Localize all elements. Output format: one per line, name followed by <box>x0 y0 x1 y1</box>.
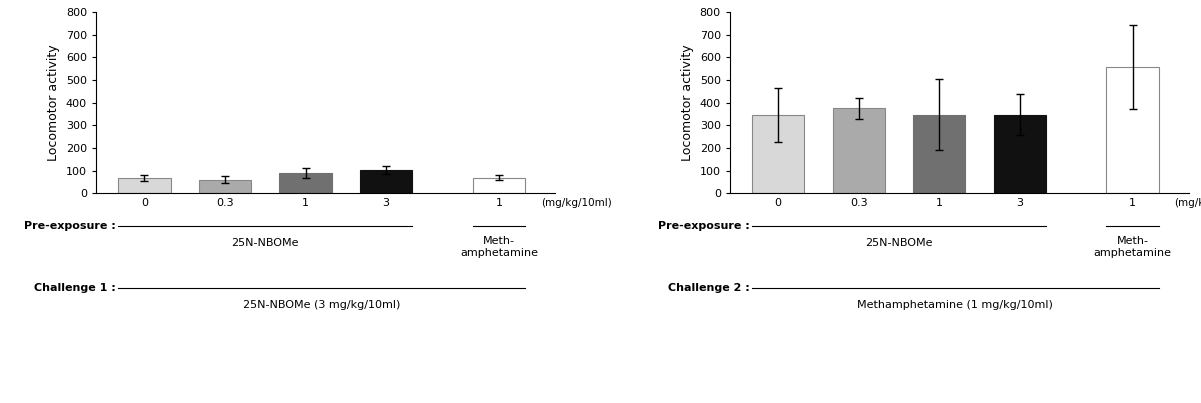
Text: Methamphetamine (1 mg/kg/10ml): Methamphetamine (1 mg/kg/10ml) <box>858 300 1053 310</box>
Text: Meth-
amphetamine: Meth- amphetamine <box>460 236 538 258</box>
Bar <box>752 115 805 193</box>
Y-axis label: Locomotor activity: Locomotor activity <box>681 44 694 161</box>
Text: 25N-NBOMe (3 mg/kg/10ml): 25N-NBOMe (3 mg/kg/10ml) <box>243 300 400 310</box>
Bar <box>913 114 966 193</box>
Bar <box>118 178 171 193</box>
Bar <box>473 178 525 193</box>
Text: Challenge 1 :: Challenge 1 : <box>34 283 115 293</box>
Bar <box>832 108 885 193</box>
Text: (mg/kg/10ml): (mg/kg/10ml) <box>1175 198 1201 208</box>
Text: 25N-NBOMe: 25N-NBOMe <box>232 238 299 248</box>
Bar <box>199 180 251 193</box>
Text: 25N-NBOMe: 25N-NBOMe <box>865 238 933 248</box>
Y-axis label: Locomotor activity: Locomotor activity <box>47 44 60 161</box>
Bar <box>993 114 1046 193</box>
Bar <box>280 173 331 193</box>
Text: Pre-exposure :: Pre-exposure : <box>24 221 115 231</box>
Bar <box>360 170 412 193</box>
Text: Pre-exposure :: Pre-exposure : <box>658 221 749 231</box>
Bar <box>1106 67 1159 193</box>
Text: (mg/kg/10ml): (mg/kg/10ml) <box>540 198 611 208</box>
Text: Challenge 2 :: Challenge 2 : <box>668 283 749 293</box>
Text: Meth-
amphetamine: Meth- amphetamine <box>1094 236 1172 258</box>
